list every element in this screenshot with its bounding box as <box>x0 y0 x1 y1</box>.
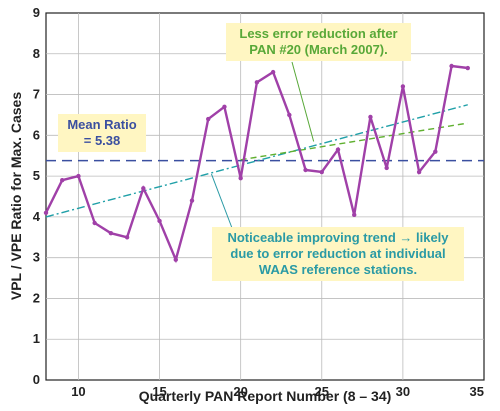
improving-trend-line <box>45 104 468 218</box>
data-point-28 <box>368 114 373 120</box>
data-point-8 <box>43 210 49 216</box>
data-point-16 <box>173 257 178 262</box>
trend-arrow <box>210 173 233 229</box>
data-point-31 <box>416 169 422 175</box>
data-point-27 <box>352 212 357 218</box>
y-tick-label-5: 5 <box>33 168 40 183</box>
less-error-annotation-line-2: PAN #20 (March 2007). <box>249 42 388 57</box>
y-tick-label-2: 2 <box>33 290 40 305</box>
y-axis-label: VPL / VPE Ratio for Max. Cases <box>8 92 24 300</box>
plot-area <box>45 12 485 381</box>
data-point-15 <box>157 218 162 224</box>
y-tick-label-8: 8 <box>33 46 40 61</box>
x-tick-label-0: 10 <box>71 384 85 399</box>
x-tick-label-1: 15 <box>152 384 166 399</box>
x-tick-label-3: 25 <box>315 384 329 399</box>
data-point-32 <box>433 149 438 154</box>
less-error-arrow <box>291 61 315 142</box>
mean-ratio-annotation-line-2: = 5.38 <box>83 133 121 148</box>
data-point-14 <box>141 186 146 191</box>
data-point-9 <box>60 177 65 183</box>
y-tick-label-4: 4 <box>33 209 41 224</box>
data-point-18 <box>206 116 211 122</box>
x-tick-labels: 10 15 20 25 30 35 <box>71 384 484 399</box>
data-point-23 <box>287 112 292 118</box>
post-pan20-trend-line <box>240 122 468 161</box>
less-error-annotation-line-1: Less error reduction after <box>239 26 398 41</box>
data-point-22 <box>270 69 276 75</box>
data-point-26 <box>335 147 341 152</box>
y-tick-labels: 0 1 2 3 4 5 6 7 8 9 <box>33 5 41 387</box>
data-point-13 <box>124 235 130 240</box>
data-point-20 <box>238 175 243 181</box>
data-point-24 <box>303 167 308 173</box>
y-tick-label-9: 9 <box>33 5 40 20</box>
y-tick-label-6: 6 <box>33 127 40 142</box>
data-point-21 <box>254 80 260 85</box>
y-tick-label-7: 7 <box>33 87 40 102</box>
x-tick-label-2: 20 <box>233 384 247 399</box>
mean-ratio-annotation: Mean Ratio = 5.38 <box>58 114 146 152</box>
x-axis-label: Quarterly PAN Report Number (8 – 34) <box>139 388 392 404</box>
x-tick-label-5: 35 <box>470 384 484 399</box>
data-points <box>43 63 470 262</box>
trend-annotation-line-3: WAAS reference stations. <box>258 262 418 277</box>
data-point-10 <box>76 173 81 179</box>
y-tick-label-3: 3 <box>33 250 40 265</box>
data-point-25 <box>319 169 324 175</box>
trend-annotation-line-2: due to error reduction at individual <box>230 246 446 261</box>
data-point-33 <box>449 63 454 69</box>
y-tick-label-0: 0 <box>33 372 40 387</box>
trend-annotation-line-1: Noticeable improving trend → likely <box>227 230 449 245</box>
data-point-34 <box>465 65 470 71</box>
data-point-12 <box>108 231 114 236</box>
data-point-30 <box>400 84 406 89</box>
data-point-17 <box>189 198 195 203</box>
data-point-11 <box>92 220 97 226</box>
x-tick-label-4: 30 <box>396 384 410 399</box>
mean-ratio-annotation-line-1: Mean Ratio <box>67 117 137 132</box>
data-point-19 <box>222 104 227 109</box>
less-error-annotation: Less error reduction after PAN #20 (Marc… <box>226 23 411 61</box>
trend-annotation: Noticeable improving trend → likely due … <box>212 227 464 281</box>
data-point-29 <box>384 165 389 171</box>
y-tick-label-1: 1 <box>33 331 40 346</box>
